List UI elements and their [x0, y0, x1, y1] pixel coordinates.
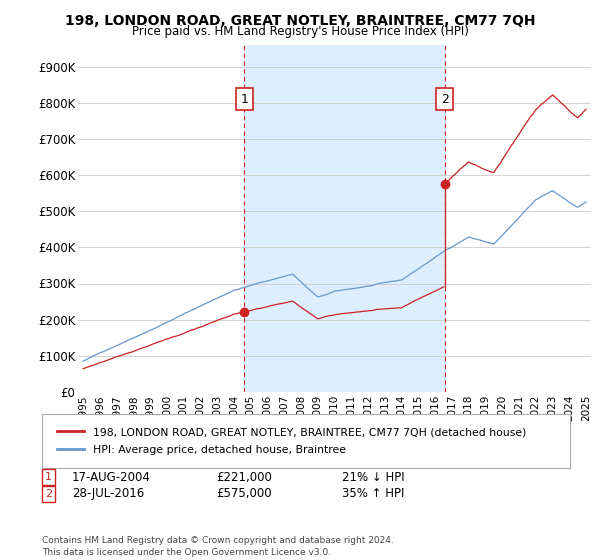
Text: Price paid vs. HM Land Registry's House Price Index (HPI): Price paid vs. HM Land Registry's House …	[131, 25, 469, 38]
Text: 2: 2	[441, 92, 449, 105]
Text: £221,000: £221,000	[216, 470, 272, 484]
Text: 17-AUG-2004: 17-AUG-2004	[72, 470, 151, 484]
Text: 2: 2	[45, 489, 52, 499]
Text: 35% ↑ HPI: 35% ↑ HPI	[342, 487, 404, 501]
Text: 198, LONDON ROAD, GREAT NOTLEY, BRAINTREE, CM77 7QH: 198, LONDON ROAD, GREAT NOTLEY, BRAINTRE…	[65, 14, 535, 28]
Text: 1: 1	[241, 92, 248, 105]
Text: Contains HM Land Registry data © Crown copyright and database right 2024.
This d: Contains HM Land Registry data © Crown c…	[42, 536, 394, 557]
Bar	[244, 45, 445, 392]
Text: 1: 1	[45, 472, 52, 482]
Text: 21% ↓ HPI: 21% ↓ HPI	[342, 470, 404, 484]
Legend: 198, LONDON ROAD, GREAT NOTLEY, BRAINTREE, CM77 7QH (detached house), HPI: Avera: 198, LONDON ROAD, GREAT NOTLEY, BRAINTRE…	[53, 423, 530, 459]
Text: £575,000: £575,000	[216, 487, 272, 501]
Text: 28-JUL-2016: 28-JUL-2016	[72, 487, 144, 501]
